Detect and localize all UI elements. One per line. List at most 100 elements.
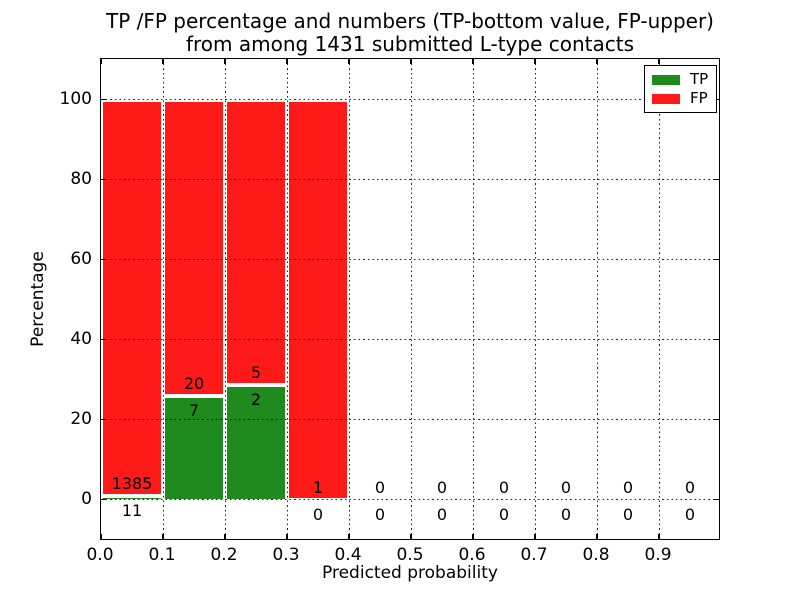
tp-legend-swatch — [652, 74, 680, 85]
x-tick-label: 0.6 — [458, 545, 486, 565]
x-tick-mark — [534, 534, 536, 539]
y-tick-mark — [101, 338, 106, 341]
y-tick-mark — [714, 498, 719, 501]
legend-box: TP FP — [644, 65, 717, 113]
chart-title-line1: TP /FP percentage and numbers (TP-bottom… — [106, 9, 714, 33]
y-tick-mark — [714, 418, 719, 421]
y-tick-mark — [714, 178, 719, 181]
tp-legend-label: TP — [690, 70, 709, 88]
x-tick-label: 0.8 — [582, 545, 610, 565]
legend-row-tp: TP — [652, 72, 709, 87]
y-tick-mark — [714, 338, 719, 341]
vertical-gridline — [658, 59, 660, 539]
fp-bar-segment — [287, 99, 349, 500]
chart-title-line2: from among 1431 submitted L-type contact… — [185, 32, 635, 56]
vertical-gridline — [348, 59, 350, 539]
tp-count-label: 0 — [374, 504, 386, 524]
x-tick-label: 0.4 — [334, 545, 362, 565]
y-axis-label: Percentage — [28, 251, 48, 347]
vertical-gridline — [472, 59, 474, 539]
x-tick-mark — [162, 534, 164, 539]
horizontal-gridline — [101, 339, 719, 340]
tp-bar-segment — [163, 395, 225, 500]
x-tick-mark — [658, 534, 660, 539]
legend-row-fp: FP — [652, 91, 709, 106]
y-tick-label: 100 — [59, 88, 92, 109]
x-axis-label: Predicted probability — [322, 563, 498, 583]
x-tick-mark — [596, 534, 598, 539]
fp-legend-label: FP — [690, 89, 708, 107]
tp-count-label: 0 — [560, 504, 572, 524]
y-tick-mark — [101, 178, 106, 181]
x-tick-mark — [472, 534, 474, 539]
vertical-gridline — [596, 59, 598, 539]
horizontal-gridline — [101, 179, 719, 180]
x-tick-mark — [286, 534, 288, 539]
fp-count-label: 0 — [684, 477, 696, 497]
vertical-gridline — [224, 59, 226, 539]
vertical-gridline — [534, 59, 536, 539]
tp-bar-segment — [101, 496, 163, 500]
x-tick-label: 0.0 — [86, 545, 114, 565]
x-tick-mark — [534, 59, 536, 64]
y-tick-label: 80 — [70, 168, 92, 189]
vertical-gridline — [410, 59, 412, 539]
vertical-gridline — [286, 59, 288, 539]
tp-count-label: 0 — [498, 504, 510, 524]
x-tick-label: 0.5 — [396, 545, 424, 565]
chart-title: TP /FP percentage and numbers (TP-bottom… — [100, 10, 720, 56]
x-tick-mark — [472, 59, 474, 64]
y-tick-label: 0 — [81, 488, 92, 509]
fp-count-label: 0 — [374, 477, 386, 497]
tp-count-label: 0 — [436, 504, 448, 524]
y-tick-mark — [714, 258, 719, 261]
horizontal-gridline — [101, 419, 719, 420]
tp-count-label: 0 — [312, 504, 324, 524]
y-tick-mark — [101, 98, 106, 101]
y-tick-label: 40 — [70, 328, 92, 349]
x-tick-mark — [348, 59, 350, 64]
x-tick-label: 0.7 — [520, 545, 548, 565]
y-tick-mark — [101, 418, 106, 421]
x-tick-label: 0.3 — [272, 545, 300, 565]
x-tick-mark — [596, 59, 598, 64]
x-tick-mark — [658, 59, 660, 64]
tp-count-label: 2 — [250, 390, 262, 410]
x-tick-mark — [348, 534, 350, 539]
fp-count-label: 0 — [560, 477, 572, 497]
x-tick-mark — [162, 59, 164, 64]
x-tick-mark — [410, 534, 412, 539]
x-tick-label: 0.9 — [644, 545, 672, 565]
x-tick-label: 0.2 — [210, 545, 238, 565]
fp-count-label: 1 — [312, 477, 324, 497]
fp-bar-segment — [101, 99, 163, 497]
x-tick-mark — [410, 59, 412, 64]
fp-count-label: 5 — [250, 363, 262, 383]
fp-bar-segment — [225, 99, 287, 386]
y-tick-label: 60 — [70, 248, 92, 269]
x-tick-mark — [100, 59, 102, 64]
horizontal-gridline — [101, 259, 719, 260]
horizontal-gridline — [101, 499, 719, 500]
tp-count-label: 0 — [684, 504, 696, 524]
x-tick-mark — [100, 534, 102, 539]
plot-area: TP FP 1385 11 20 7 5 2 1 0 0 0 0 0 0 0 0 0 0 0 0 0 — [100, 58, 720, 540]
fp-count-label: 0 — [622, 477, 634, 497]
y-tick-mark — [101, 258, 106, 261]
x-tick-mark — [286, 59, 288, 64]
x-tick-label: 0.1 — [148, 545, 176, 565]
fp-bar-segment — [163, 99, 225, 396]
y-tick-label: 20 — [70, 408, 92, 429]
x-tick-mark — [224, 59, 226, 64]
y-tick-mark — [101, 498, 106, 501]
horizontal-gridline — [101, 99, 719, 100]
fp-count-label: 20 — [183, 373, 205, 393]
vertical-gridline — [162, 59, 164, 539]
fp-legend-swatch — [652, 93, 680, 104]
fp-count-label: 0 — [498, 477, 510, 497]
tp-count-label: 7 — [188, 400, 200, 420]
fp-count-label: 0 — [436, 477, 448, 497]
fp-count-label: 1385 — [111, 474, 153, 494]
tp-bar-segment — [225, 385, 287, 500]
